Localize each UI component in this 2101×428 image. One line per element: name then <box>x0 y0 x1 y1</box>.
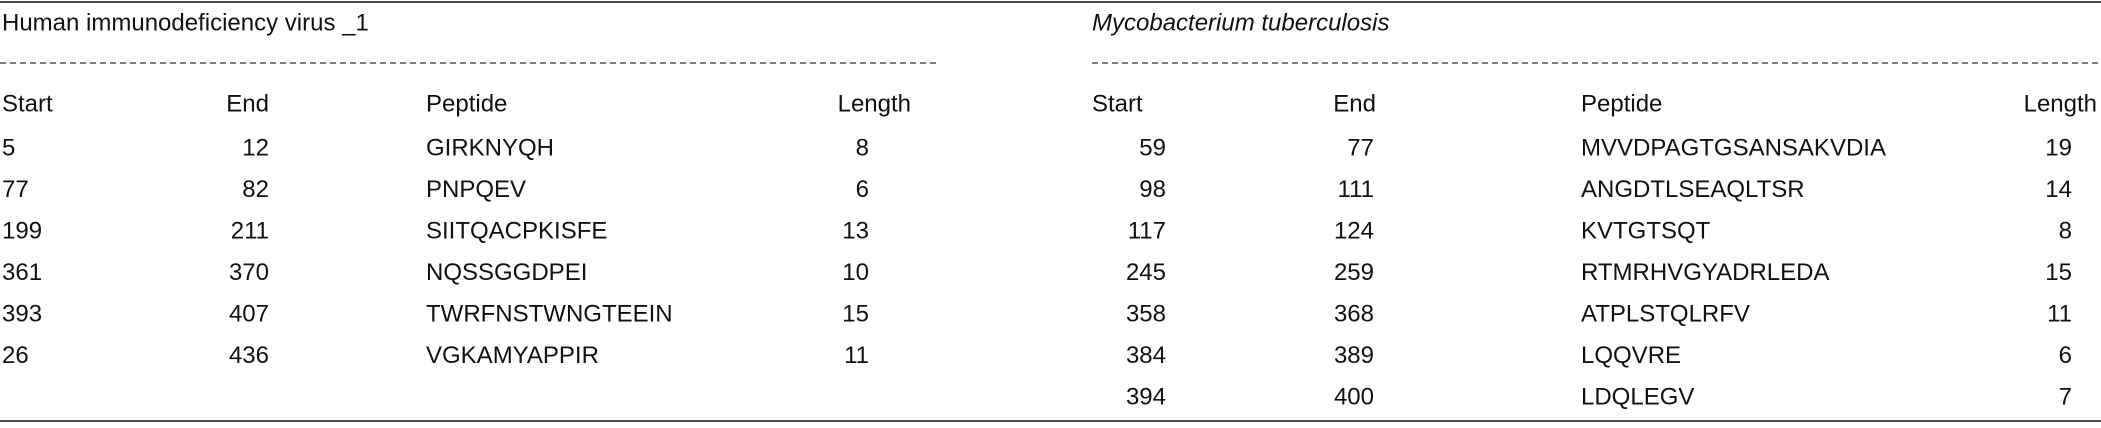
table-cell: 259 <box>1334 259 1374 286</box>
table-cell: LQQVRE <box>1581 342 1681 369</box>
table-cell: 26 <box>2 342 29 369</box>
table-cell: 211 <box>231 217 269 244</box>
table-cell: 407 <box>229 300 269 327</box>
table-cell: 7 <box>2059 383 2072 410</box>
column-header: End <box>1333 90 1376 117</box>
table-cell: 124 <box>1334 217 1374 244</box>
table-cell: GIRKNYQH <box>426 134 554 161</box>
table-cell: 111 <box>1338 176 1374 203</box>
table-cell: 400 <box>1334 383 1374 410</box>
table-cell: 394 <box>1126 383 1166 410</box>
table-cell: ATPLSTQLRFV <box>1581 300 1750 327</box>
table-cell: 10 <box>842 259 869 286</box>
table-cell: 15 <box>2045 259 2072 286</box>
table-cell: 384 <box>1126 342 1166 369</box>
table-cell: 77 <box>2 176 29 203</box>
table-cell: MVVDPAGTGSANSAKVDIA <box>1581 134 1886 161</box>
table-cell: 98 <box>1139 176 1166 203</box>
table-cell: 368 <box>1334 300 1374 327</box>
table-cell: 8 <box>2059 217 2072 244</box>
table-title: Mycobacterium tuberculosis <box>1092 9 1389 36</box>
table-cell: 358 <box>1126 300 1166 327</box>
table-cell: 15 <box>842 300 869 327</box>
table-cell: KVTGTSQT <box>1581 217 1711 244</box>
column-header: Start <box>1092 90 1143 117</box>
table-cell: 11 <box>2047 300 2072 327</box>
table-cell: LDQLEGV <box>1581 383 1694 410</box>
table-cell: PNPQEV <box>426 176 526 203</box>
table-cell: 82 <box>242 176 269 203</box>
table-cell: 12 <box>242 134 269 161</box>
table-cell: 6 <box>2059 342 2072 369</box>
table-cell: 117 <box>1128 217 1166 244</box>
table-cell: 11 <box>844 342 869 369</box>
table-cell: 393 <box>2 300 42 327</box>
table-cell: 245 <box>1126 259 1166 286</box>
table-cell: SIITQACPKISFE <box>426 217 607 244</box>
table-cell: 77 <box>1347 134 1374 161</box>
table-cell: 59 <box>1139 134 1166 161</box>
table-cell: ANGDTLSEAQLTSR <box>1581 176 1805 203</box>
table-cell: 361 <box>2 259 42 286</box>
table-cell: 8 <box>856 134 869 161</box>
table-cell: 436 <box>229 342 269 369</box>
table-cell: TWRFNSTWNGTEEIN <box>426 300 673 327</box>
table-cell: 5 <box>2 134 15 161</box>
column-header: Peptide <box>426 90 507 117</box>
table-cell: 19 <box>2045 134 2072 161</box>
table-cell: VGKAMYAPPIR <box>426 342 599 369</box>
column-header: Start <box>2 90 53 117</box>
column-header: Length <box>2024 90 2097 117</box>
column-header: Length <box>838 90 911 117</box>
table-cell: NQSSGGDPEI <box>426 259 587 286</box>
table-cell: 199 <box>2 217 42 244</box>
table-cell: 370 <box>229 259 269 286</box>
table-cell: RTMRHVGYADRLEDA <box>1581 259 1829 286</box>
table-cell: 13 <box>842 217 869 244</box>
table-cell: 14 <box>2045 176 2072 203</box>
table-title: Human immunodeficiency virus _1 <box>2 9 369 36</box>
table-cell: 389 <box>1334 342 1374 369</box>
column-header: Peptide <box>1581 90 1662 117</box>
column-header: End <box>226 90 269 117</box>
table-cell: 6 <box>856 176 869 203</box>
